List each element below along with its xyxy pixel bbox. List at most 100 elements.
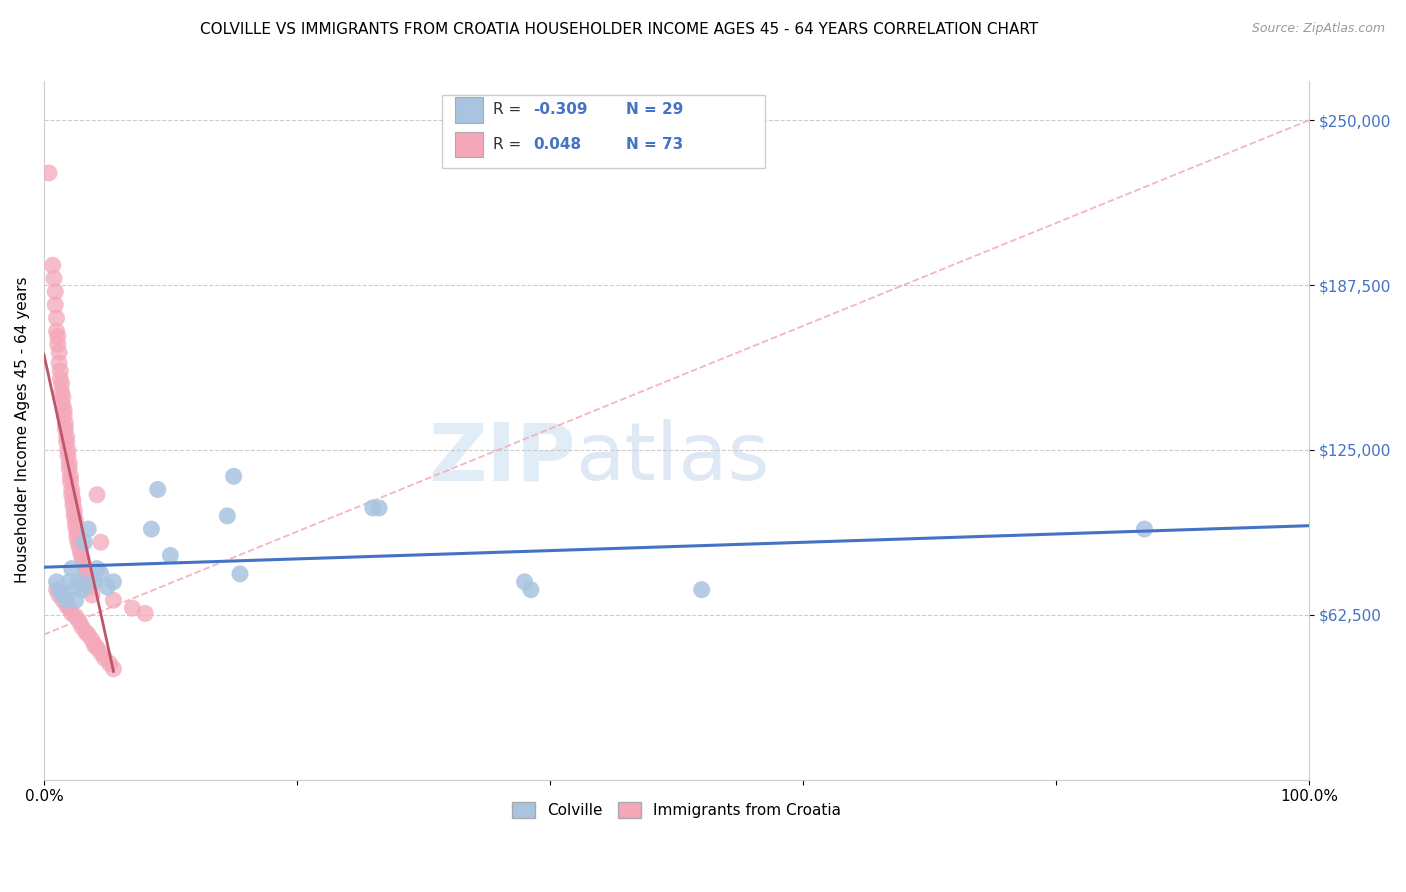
Point [55, 422, 77, 436]
Point [222, 469, 245, 483]
Text: N = 73: N = 73 [626, 137, 683, 152]
Legend: Colville, Immigrants from Croatia: Colville, Immigrants from Croatia [506, 797, 846, 824]
Point [76, 572, 98, 586]
Point [77, 522, 100, 536]
Point [141, 522, 163, 536]
Point [55, 599, 77, 613]
Text: Source: ZipAtlas.com: Source: ZipAtlas.com [1251, 22, 1385, 36]
Point [63, 503, 86, 517]
Point [60, 561, 83, 575]
Point [67, 615, 90, 629]
Text: COLVILLE VS IMMIGRANTS FROM CROATIA HOUSEHOLDER INCOME AGES 45 - 64 YEARS CORREL: COLVILLE VS IMMIGRANTS FROM CROATIA HOUS… [200, 22, 1038, 37]
Point [90, 535, 112, 549]
Point [134, 607, 156, 621]
Point [44, 298, 66, 312]
Point [103, 662, 125, 676]
Point [60, 607, 83, 621]
Point [51, 384, 73, 399]
Point [56, 448, 79, 462]
Point [70, 551, 93, 566]
Point [65, 593, 87, 607]
Point [83, 638, 105, 652]
Point [229, 566, 252, 581]
Point [690, 582, 713, 597]
Point [55, 417, 77, 431]
Point [45, 582, 67, 597]
Point [63, 508, 86, 523]
Point [77, 627, 100, 641]
Point [83, 574, 105, 589]
Point [60, 488, 83, 502]
Point [146, 483, 169, 497]
Point [75, 624, 97, 639]
Point [79, 580, 101, 594]
Point [48, 345, 70, 359]
Point [46, 337, 69, 351]
Point [86, 488, 108, 502]
Y-axis label: Householder Income Ages 45 - 64 years: Householder Income Ages 45 - 64 years [15, 277, 30, 583]
Point [217, 508, 239, 523]
Point [65, 519, 87, 533]
Point [93, 651, 115, 665]
Point [58, 461, 80, 475]
Text: R =: R = [494, 103, 526, 118]
Point [52, 398, 75, 412]
Point [86, 561, 108, 575]
Point [65, 514, 87, 528]
Point [52, 593, 75, 607]
Point [1133, 522, 1156, 536]
Point [49, 364, 72, 378]
Point [56, 442, 79, 457]
Point [59, 469, 82, 483]
Point [67, 574, 90, 589]
Point [73, 535, 96, 549]
Point [520, 582, 543, 597]
Text: -0.309: -0.309 [533, 103, 588, 118]
Point [42, 258, 65, 272]
Point [46, 329, 69, 343]
Point [80, 588, 103, 602]
Point [103, 574, 125, 589]
Point [361, 500, 384, 515]
Point [51, 376, 73, 391]
Point [67, 541, 90, 555]
Point [60, 483, 83, 497]
Point [48, 356, 70, 370]
FancyBboxPatch shape [456, 132, 482, 157]
Text: R =: R = [494, 137, 526, 152]
Point [66, 530, 89, 544]
Point [58, 574, 80, 589]
Point [66, 524, 89, 539]
Point [65, 580, 87, 594]
Point [368, 500, 391, 515]
Point [55, 430, 77, 444]
Text: N = 29: N = 29 [626, 103, 683, 118]
Point [45, 574, 67, 589]
Point [58, 456, 80, 470]
Point [103, 593, 125, 607]
Point [49, 372, 72, 386]
Point [65, 609, 87, 624]
Point [90, 566, 112, 581]
Point [77, 574, 100, 589]
Point [38, 166, 60, 180]
Point [72, 557, 94, 571]
Point [55, 593, 77, 607]
Text: atlas: atlas [575, 419, 769, 497]
Point [159, 549, 181, 563]
Point [70, 582, 93, 597]
Point [62, 498, 84, 512]
Point [53, 409, 76, 423]
Point [53, 403, 76, 417]
FancyBboxPatch shape [456, 97, 482, 122]
Point [67, 535, 90, 549]
Text: ZIP: ZIP [427, 419, 575, 497]
Point [513, 574, 536, 589]
Point [86, 640, 108, 655]
FancyBboxPatch shape [443, 95, 765, 168]
Point [121, 601, 143, 615]
Point [55, 435, 77, 450]
Point [45, 311, 67, 326]
Point [70, 620, 93, 634]
Point [59, 475, 82, 489]
